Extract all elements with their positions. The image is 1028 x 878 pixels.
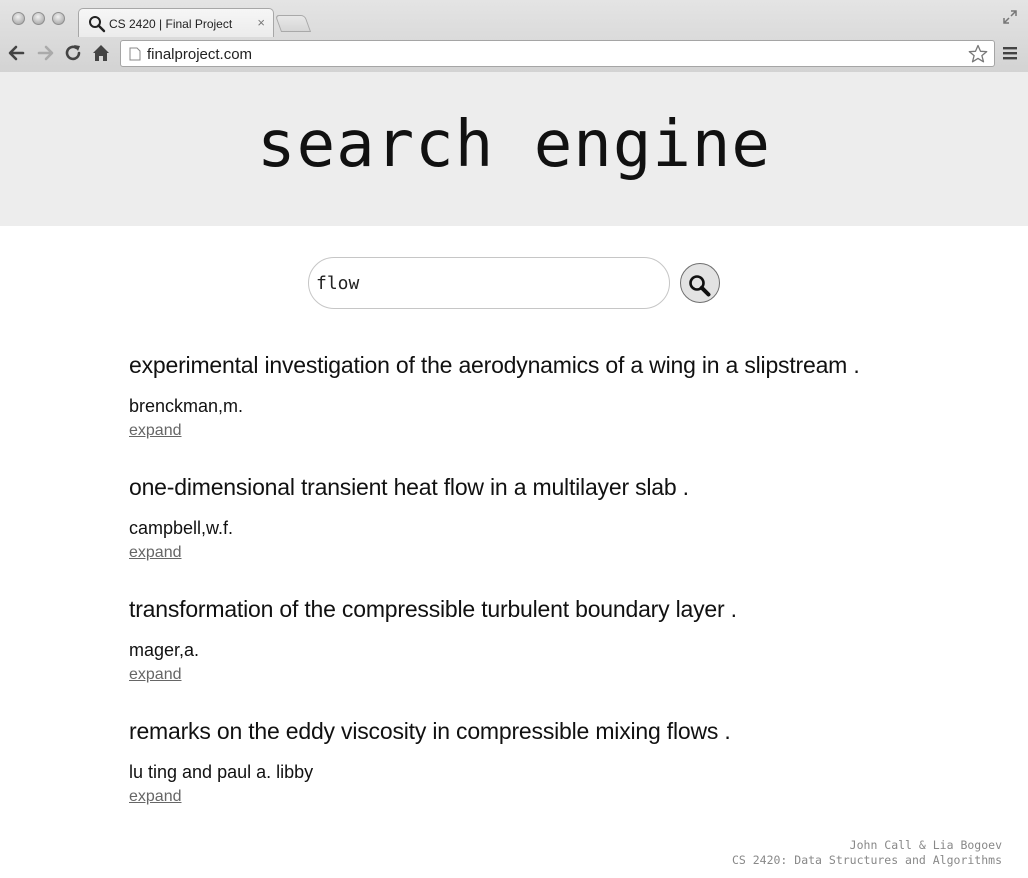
expand-link[interactable]: expand bbox=[129, 666, 182, 683]
expand-link[interactable]: expand bbox=[129, 422, 182, 439]
result-author: brenckman,m. bbox=[129, 396, 244, 416]
home-icon[interactable] bbox=[90, 42, 112, 64]
minimize-window-button[interactable] bbox=[32, 12, 45, 25]
search-favicon-icon bbox=[89, 16, 106, 33]
results-list: experimental investigation of the aerody… bbox=[129, 352, 989, 840]
result-item: remarks on the eddy viscosity in compres… bbox=[129, 718, 989, 840]
result-author: mager,a. bbox=[129, 640, 200, 660]
expand-link[interactable]: expand bbox=[129, 788, 182, 805]
result-item: one-dimensional transient heat flow in a… bbox=[129, 474, 989, 596]
new-tab-button[interactable] bbox=[274, 15, 312, 32]
bookmark-star-icon[interactable] bbox=[968, 44, 988, 64]
tab-final-project[interactable]: CS 2420 | Final Project × bbox=[78, 8, 274, 37]
zoom-window-button[interactable] bbox=[52, 12, 65, 25]
search-input[interactable] bbox=[308, 257, 670, 309]
result-title: remarks on the eddy viscosity in compres… bbox=[129, 718, 731, 744]
forward-arrow-icon[interactable] bbox=[34, 42, 56, 64]
fullscreen-icon[interactable] bbox=[1002, 9, 1018, 25]
footer-authors: John Call & Lia Bogoev bbox=[849, 838, 1002, 852]
back-arrow-icon[interactable] bbox=[6, 42, 28, 64]
result-title: transformation of the compressible turbu… bbox=[129, 596, 737, 622]
result-title: one-dimensional transient heat flow in a… bbox=[129, 474, 689, 500]
result-author: lu ting and paul a. libby bbox=[129, 762, 314, 782]
tab-title: CS 2420 | Final Project bbox=[109, 17, 233, 31]
expand-link[interactable]: expand bbox=[129, 544, 182, 561]
result-item: transformation of the compressible turbu… bbox=[129, 596, 989, 718]
result-item: experimental investigation of the aerody… bbox=[129, 352, 989, 474]
menu-icon[interactable] bbox=[1002, 44, 1018, 62]
magnifier-icon bbox=[689, 275, 711, 297]
url-text: finalproject.com bbox=[147, 46, 253, 63]
reload-icon[interactable] bbox=[62, 42, 84, 64]
tab-close-icon[interactable]: × bbox=[257, 15, 265, 30]
page: search engine experimental investigation… bbox=[0, 72, 1028, 878]
footer: John Call & Lia Bogoev CS 2420: Data Str… bbox=[732, 838, 1002, 868]
close-window-button[interactable] bbox=[12, 12, 25, 25]
header: search engine bbox=[0, 72, 1028, 226]
search-button[interactable] bbox=[680, 263, 720, 303]
browser-chrome: CS 2420 | Final Project × finalproject.c… bbox=[0, 0, 1028, 73]
page-icon bbox=[129, 47, 141, 61]
footer-course: CS 2420: Data Structures and Algorithms bbox=[731, 853, 1002, 867]
result-author: campbell,w.f. bbox=[129, 518, 234, 538]
result-title: experimental investigation of the aerody… bbox=[129, 352, 860, 378]
address-bar[interactable]: finalproject.com bbox=[120, 40, 995, 67]
site-title: search engine bbox=[257, 108, 771, 182]
